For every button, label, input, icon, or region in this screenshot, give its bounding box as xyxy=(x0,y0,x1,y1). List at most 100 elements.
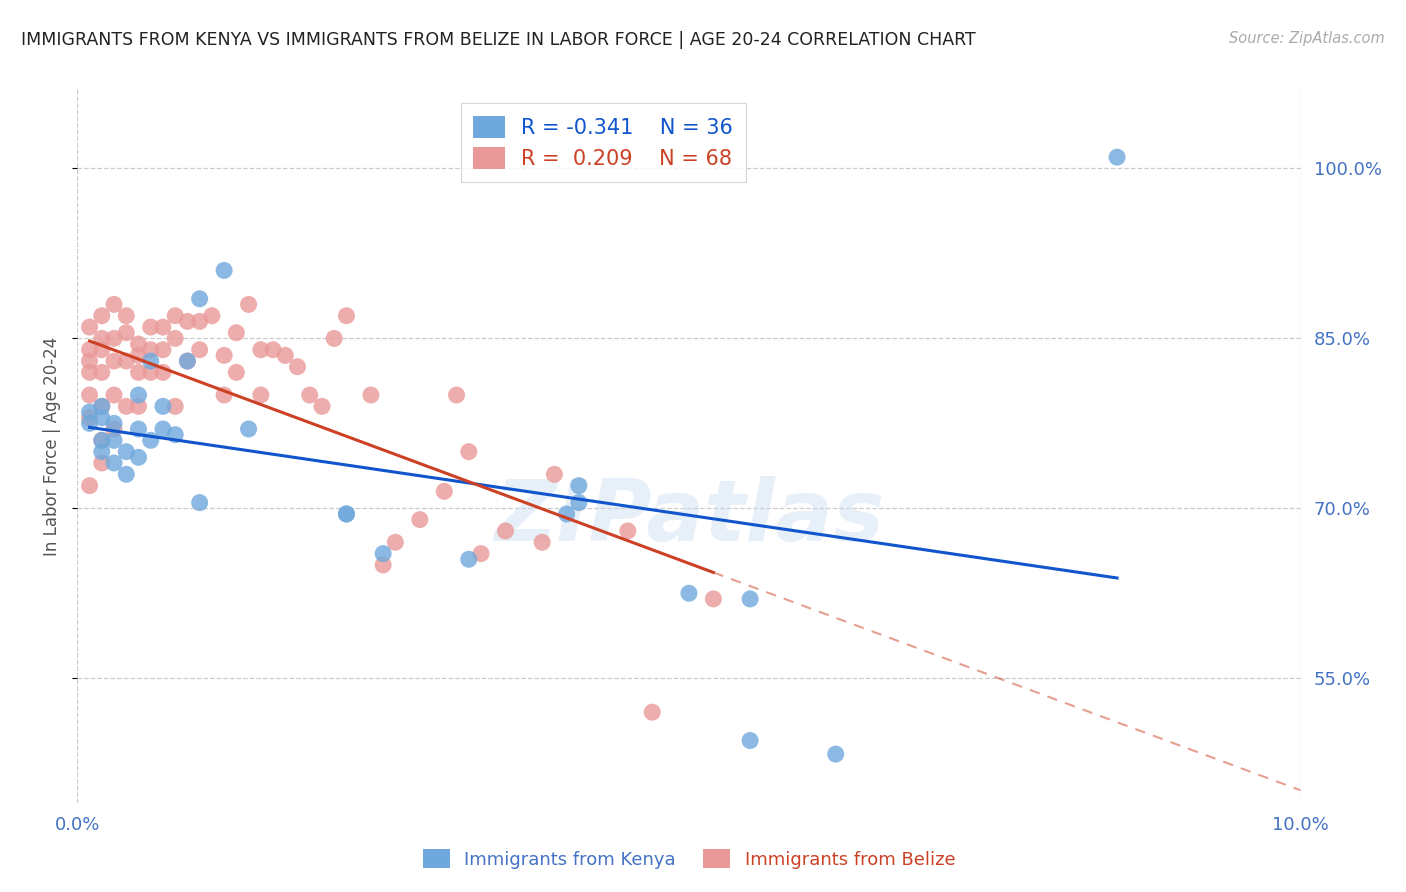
Point xyxy=(262,343,284,357)
Point xyxy=(90,410,112,425)
Point xyxy=(323,331,346,345)
Point xyxy=(470,547,492,561)
Point xyxy=(115,444,138,458)
Point xyxy=(103,422,125,436)
Point xyxy=(176,354,198,368)
Point xyxy=(641,705,664,719)
Point xyxy=(115,309,138,323)
Point xyxy=(139,320,162,334)
Point xyxy=(250,388,273,402)
Point xyxy=(617,524,640,538)
Point xyxy=(212,348,235,362)
Point xyxy=(139,354,162,368)
Point xyxy=(531,535,554,549)
Point xyxy=(446,388,468,402)
Point xyxy=(238,422,260,436)
Point xyxy=(79,417,101,431)
Point xyxy=(139,434,162,448)
Point xyxy=(568,495,591,509)
Point xyxy=(79,405,101,419)
Point xyxy=(152,400,174,414)
Point xyxy=(740,733,762,747)
Point xyxy=(371,558,394,572)
Point xyxy=(115,400,138,414)
Point xyxy=(128,422,150,436)
Point xyxy=(115,354,138,368)
Point xyxy=(384,535,406,549)
Point xyxy=(128,348,150,362)
Point xyxy=(90,444,112,458)
Point xyxy=(90,434,112,448)
Point xyxy=(212,388,235,402)
Point xyxy=(201,309,224,323)
Point xyxy=(103,456,125,470)
Y-axis label: In Labor Force | Age 20-24: In Labor Force | Age 20-24 xyxy=(44,336,62,556)
Point xyxy=(90,400,112,414)
Point xyxy=(79,410,101,425)
Point xyxy=(90,331,112,345)
Point xyxy=(79,343,101,357)
Point xyxy=(103,417,125,431)
Point xyxy=(115,467,138,482)
Point xyxy=(115,326,138,340)
Point xyxy=(79,354,101,368)
Point xyxy=(103,354,125,368)
Point xyxy=(335,309,357,323)
Point xyxy=(568,478,591,492)
Point xyxy=(139,365,162,379)
Point xyxy=(90,456,112,470)
Point xyxy=(103,434,125,448)
Point xyxy=(90,309,112,323)
Point xyxy=(188,292,211,306)
Point xyxy=(543,467,565,482)
Point xyxy=(188,495,211,509)
Point xyxy=(678,586,700,600)
Point xyxy=(298,388,321,402)
Text: Source: ZipAtlas.com: Source: ZipAtlas.com xyxy=(1229,31,1385,46)
Point xyxy=(212,263,235,277)
Point xyxy=(824,747,846,761)
Point xyxy=(128,400,150,414)
Point xyxy=(79,478,101,492)
Point xyxy=(176,314,198,328)
Point xyxy=(90,365,112,379)
Point xyxy=(152,365,174,379)
Point xyxy=(188,314,211,328)
Point xyxy=(152,422,174,436)
Text: IMMIGRANTS FROM KENYA VS IMMIGRANTS FROM BELIZE IN LABOR FORCE | AGE 20-24 CORRE: IMMIGRANTS FROM KENYA VS IMMIGRANTS FROM… xyxy=(21,31,976,49)
Point xyxy=(152,320,174,334)
Legend: Immigrants from Kenya, Immigrants from Belize: Immigrants from Kenya, Immigrants from B… xyxy=(416,841,962,876)
Point xyxy=(79,320,101,334)
Point xyxy=(360,388,382,402)
Point xyxy=(495,524,517,538)
Point xyxy=(90,434,112,448)
Point xyxy=(457,444,479,458)
Point xyxy=(165,400,187,414)
Point xyxy=(176,354,198,368)
Point xyxy=(740,591,762,606)
Point xyxy=(165,331,187,345)
Point xyxy=(555,507,578,521)
Point xyxy=(225,365,247,379)
Point xyxy=(128,365,150,379)
Point xyxy=(128,337,150,351)
Point xyxy=(165,427,187,442)
Point xyxy=(103,331,125,345)
Point xyxy=(250,343,273,357)
Point xyxy=(335,507,357,521)
Point xyxy=(287,359,309,374)
Text: ZIPatlas: ZIPatlas xyxy=(494,475,884,559)
Point xyxy=(128,388,150,402)
Point xyxy=(335,507,357,521)
Point xyxy=(311,400,333,414)
Point xyxy=(409,513,432,527)
Point xyxy=(79,388,101,402)
Point xyxy=(79,365,101,379)
Point xyxy=(433,484,456,499)
Point xyxy=(238,297,260,311)
Point xyxy=(103,388,125,402)
Point xyxy=(457,552,479,566)
Point xyxy=(702,591,724,606)
Point xyxy=(165,309,187,323)
Point xyxy=(225,326,247,340)
